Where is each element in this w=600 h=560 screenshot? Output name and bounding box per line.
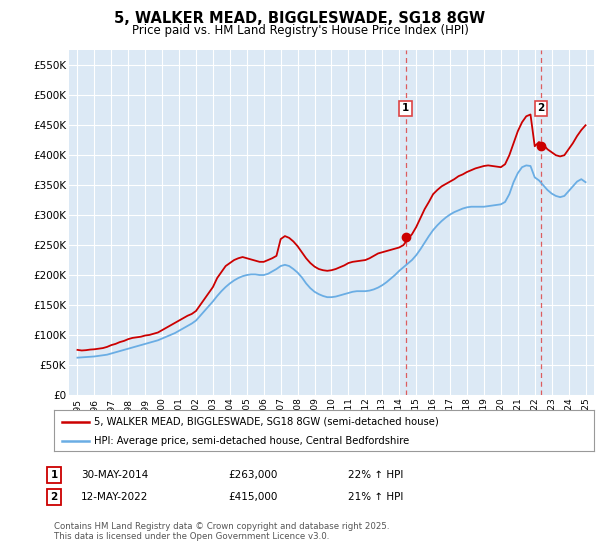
Text: 22% ↑ HPI: 22% ↑ HPI [348,470,403,480]
Text: HPI: Average price, semi-detached house, Central Bedfordshire: HPI: Average price, semi-detached house,… [95,436,410,446]
Text: 5, WALKER MEAD, BIGGLESWADE, SG18 8GW (semi-detached house): 5, WALKER MEAD, BIGGLESWADE, SG18 8GW (s… [95,417,439,427]
Text: 2: 2 [537,104,544,114]
Text: 21% ↑ HPI: 21% ↑ HPI [348,492,403,502]
Text: 1: 1 [402,104,409,114]
Text: 5, WALKER MEAD, BIGGLESWADE, SG18 8GW: 5, WALKER MEAD, BIGGLESWADE, SG18 8GW [115,11,485,26]
Text: £263,000: £263,000 [228,470,277,480]
Text: 30-MAY-2014: 30-MAY-2014 [81,470,148,480]
Text: 1: 1 [50,470,58,480]
Text: 2: 2 [50,492,58,502]
Text: Contains HM Land Registry data © Crown copyright and database right 2025.
This d: Contains HM Land Registry data © Crown c… [54,522,389,542]
Text: Price paid vs. HM Land Registry's House Price Index (HPI): Price paid vs. HM Land Registry's House … [131,24,469,36]
Text: 12-MAY-2022: 12-MAY-2022 [81,492,148,502]
Text: £415,000: £415,000 [228,492,277,502]
